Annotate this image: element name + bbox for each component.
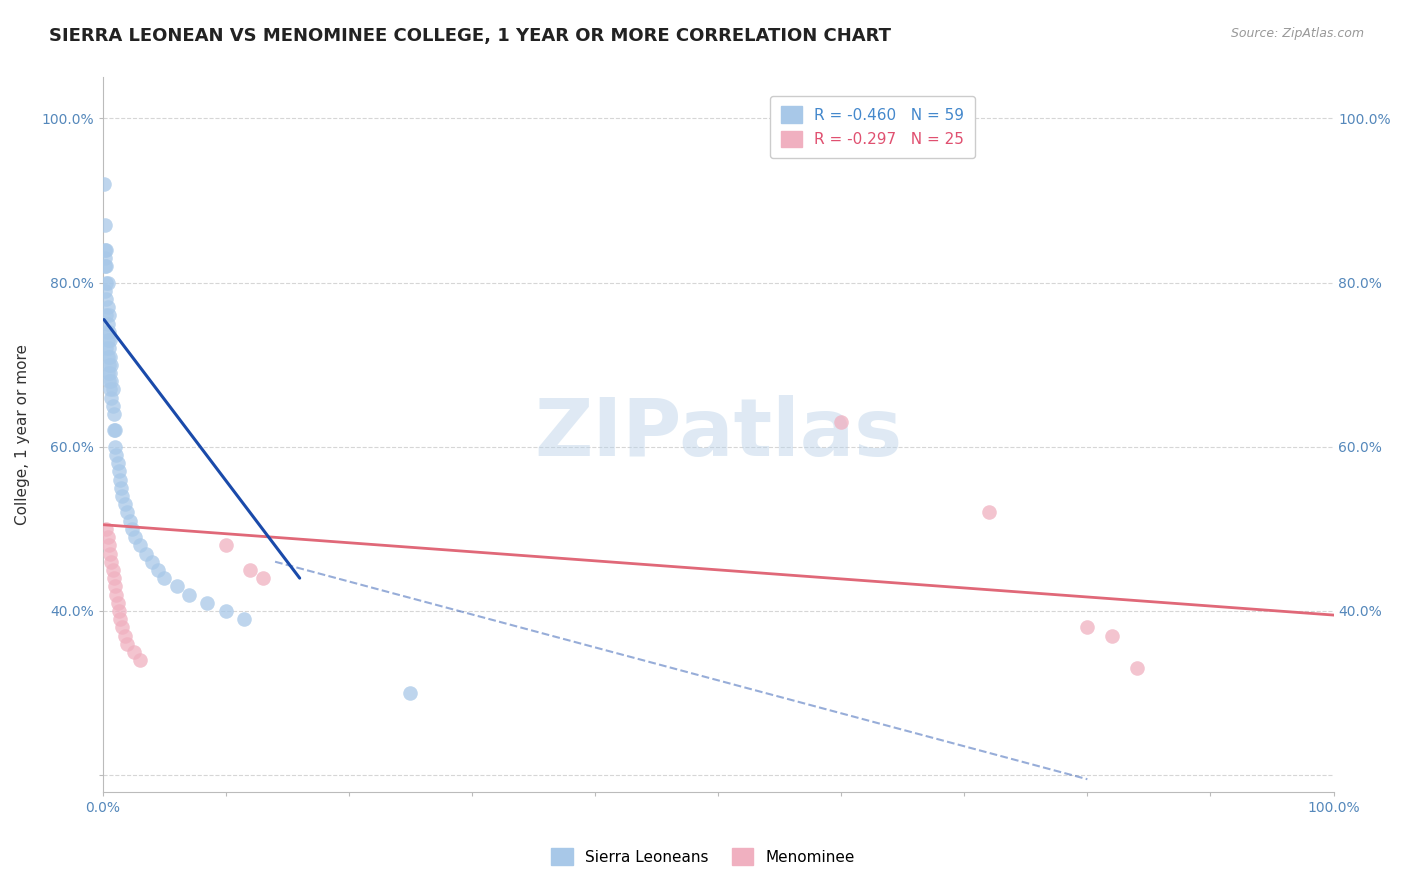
Point: [121, 522, 143, 536]
Point: [96, 309, 118, 323]
Point: [97, 276, 120, 290]
Text: SIERRA LEONEAN VS MENOMINEE COLLEGE, 1 YEAR OR MORE CORRELATION CHART: SIERRA LEONEAN VS MENOMINEE COLLEGE, 1 Y…: [49, 27, 891, 45]
Point: [96, 341, 118, 355]
Point: [117, 637, 139, 651]
Point: [399, 686, 422, 700]
Point: [96, 292, 118, 306]
Point: [252, 571, 274, 585]
Point: [215, 604, 238, 618]
Point: [97, 341, 120, 355]
Point: [108, 612, 131, 626]
Point: [128, 653, 150, 667]
Point: [97, 538, 120, 552]
Point: [101, 563, 124, 577]
Point: [94, 243, 117, 257]
Point: [105, 588, 128, 602]
Point: [111, 620, 134, 634]
Point: [107, 604, 129, 618]
Point: [114, 497, 136, 511]
Point: [146, 563, 169, 577]
Point: [98, 366, 121, 380]
Point: [97, 374, 120, 388]
Point: [94, 259, 117, 273]
Point: [100, 555, 122, 569]
Point: [97, 366, 120, 380]
Point: [98, 382, 121, 396]
Point: [107, 464, 129, 478]
Point: [128, 538, 150, 552]
Point: [104, 440, 127, 454]
Point: [103, 571, 125, 585]
Point: [97, 300, 120, 314]
Point: [107, 456, 129, 470]
Point: [114, 629, 136, 643]
Point: [100, 358, 122, 372]
Point: [195, 596, 218, 610]
Point: [96, 259, 118, 273]
Point: [97, 325, 120, 339]
Point: [135, 547, 157, 561]
Point: [97, 317, 120, 331]
Point: [1125, 661, 1147, 675]
Point: [98, 350, 121, 364]
Text: ZIPatlas: ZIPatlas: [534, 395, 903, 474]
Point: [233, 612, 256, 626]
Legend: Sierra Leoneans, Menominee: Sierra Leoneans, Menominee: [546, 842, 860, 871]
Point: [100, 374, 122, 388]
Legend: R = -0.460   N = 59, R = -0.297   N = 25: R = -0.460 N = 59, R = -0.297 N = 25: [770, 95, 976, 158]
Point: [97, 358, 120, 372]
Point: [97, 309, 120, 323]
Point: [101, 399, 124, 413]
Point: [103, 423, 125, 437]
Point: [1076, 620, 1098, 634]
Point: [124, 530, 146, 544]
Point: [94, 284, 117, 298]
Point: [977, 506, 1000, 520]
Point: [98, 547, 121, 561]
Point: [94, 251, 117, 265]
Point: [104, 423, 127, 437]
Point: [111, 489, 134, 503]
Point: [96, 243, 118, 257]
Point: [100, 391, 122, 405]
Point: [93, 177, 115, 191]
Point: [122, 645, 145, 659]
Point: [105, 448, 128, 462]
Point: [101, 382, 124, 396]
Point: [166, 579, 188, 593]
Point: [97, 530, 120, 544]
Point: [97, 333, 120, 347]
Point: [118, 514, 141, 528]
Point: [141, 555, 163, 569]
Point: [215, 538, 238, 552]
Point: [96, 325, 118, 339]
Point: [96, 522, 118, 536]
Point: [103, 407, 125, 421]
Point: [94, 218, 117, 232]
Point: [98, 333, 121, 347]
Text: Source: ZipAtlas.com: Source: ZipAtlas.com: [1230, 27, 1364, 40]
Point: [830, 415, 852, 429]
Point: [107, 596, 129, 610]
Point: [104, 579, 127, 593]
Point: [239, 563, 262, 577]
Point: [96, 276, 118, 290]
Point: [177, 588, 200, 602]
Y-axis label: College, 1 year or more: College, 1 year or more: [15, 344, 30, 525]
Point: [108, 473, 131, 487]
Point: [117, 506, 139, 520]
Point: [97, 350, 120, 364]
Point: [110, 481, 132, 495]
Point: [153, 571, 176, 585]
Point: [1101, 629, 1123, 643]
